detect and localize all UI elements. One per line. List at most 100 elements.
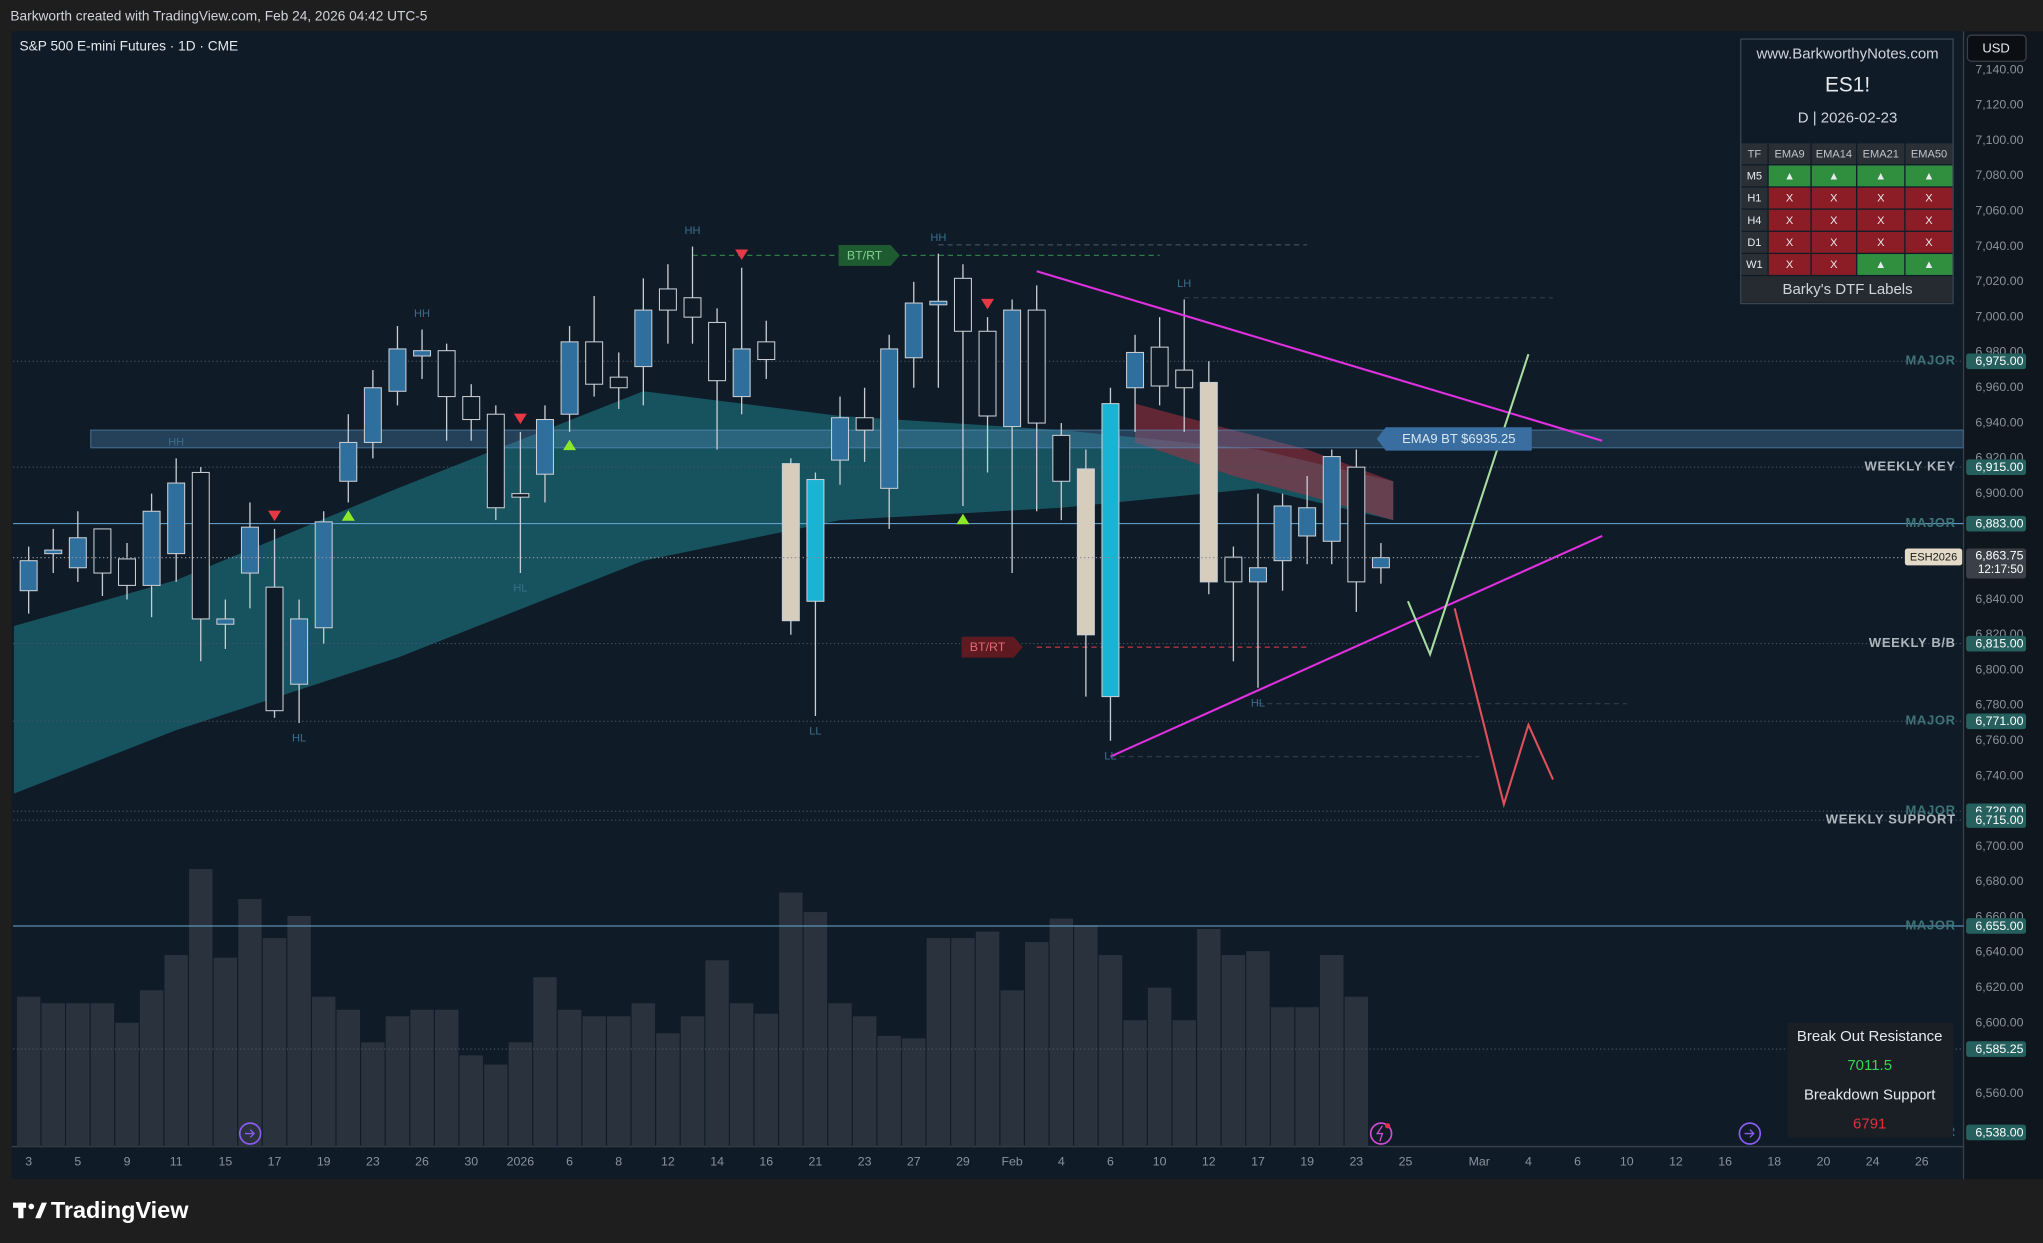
table-cell [1905,187,1953,209]
event-icon[interactable] [1738,1122,1762,1145]
level-label: MAJOR [1905,353,1955,368]
bt-rt-label: BT/RT [847,248,883,262]
level-price-box [1966,353,2027,370]
volume-bar [607,1016,631,1147]
buy-signal [563,439,577,451]
volume-bar [951,938,975,1147]
level-price: 6,883.00 [1975,517,2023,531]
candle-body [339,441,358,482]
level-price-box [1966,1124,2027,1141]
level-label: WEEKLY B/B [1869,635,1956,650]
event-icon-glyph [244,1129,255,1138]
candle-body [1003,309,1022,428]
brand-logo [13,1202,47,1219]
volume-bar [877,1035,901,1147]
x-tick-label: Mar [1469,1154,1490,1168]
currency-box[interactable] [1966,34,2027,62]
y-tick-label: 6,960.00 [1975,380,2023,394]
volume-bar [361,1042,385,1147]
table-cell [1811,187,1857,209]
volume-bar [1000,990,1024,1147]
trend-line [1406,353,1530,658]
event-icon[interactable] [1369,1122,1393,1145]
candle-body [585,341,604,385]
candle-body [560,341,579,415]
volume-bar [1270,1007,1295,1147]
candle-body [1322,456,1341,542]
candle-body [44,549,63,555]
y-tick-label: 6,740.00 [1975,768,2023,782]
level-label: MAJOR [1905,713,1955,728]
table-cell [1857,231,1905,253]
volume-bar [1197,928,1221,1147]
last-price: 6,863.75 [1975,549,2023,563]
table-cell [1741,165,1768,187]
candle-body [486,413,505,509]
event-icon-glyph [1375,1125,1384,1142]
level-price-box [1966,459,2027,475]
table-cell [1741,254,1768,275]
x-tick-label: 30 [464,1154,478,1168]
symbol-label: ESH2026 [1910,552,1957,564]
chart-title: S&P 500 E-mini Futures · 1D · CME [20,39,239,54]
buy-signal [341,510,355,521]
x-tick-label: 5 [74,1154,81,1168]
level-price: 6,975.00 [1975,354,2023,368]
x-tick-label: 11 [170,1154,183,1168]
table-cell-text: X [1877,237,1885,249]
x-tick-label: 14 [710,1154,724,1168]
last-price-box [1966,548,2027,579]
pivot-label: HL [513,583,527,595]
y-tick-label: 7,040.00 [1975,239,2023,253]
table-cell-text: ▲ [1875,259,1886,271]
table-cell-text: X [1830,259,1838,271]
candle-body [265,586,284,712]
x-tick-label: 10 [1620,1154,1634,1168]
volume-bar [852,1016,877,1147]
table-header-cell [1741,143,1768,165]
x-tick-label: 24 [1866,1154,1880,1168]
table-cell [1905,254,1953,275]
volume-bar [90,1003,115,1147]
x-tick-label: 8 [615,1154,622,1168]
candle-body [806,478,825,602]
candle-body [413,350,432,357]
level-price: 6,585.25 [1975,1042,2023,1056]
candle-body [363,387,382,443]
pivot-label: HH [930,232,946,244]
volume-bar [1295,1007,1319,1147]
table-cell-text: W1 [1746,259,1763,271]
candle-body [1224,556,1243,583]
pivot-label: LL [1104,750,1116,762]
table-cell [1741,187,1768,209]
pivot-label: HH [414,308,430,320]
candle-body [462,396,481,421]
x-tick-label: 6 [1574,1154,1581,1168]
table-header: EMA21 [1863,148,1899,160]
x-tick-label: 17 [268,1154,282,1168]
candle-body [68,537,87,569]
y-tick-label: 7,000.00 [1975,309,2023,323]
currency: USD [1982,40,2009,55]
volume-bar [385,1016,410,1147]
table-header: EMA50 [1911,148,1947,160]
event-icon[interactable] [238,1122,262,1145]
summary-value: 7011.5 [1847,1057,1892,1074]
candle-body [757,341,776,361]
table-cell [1857,209,1905,231]
level-price: 6,915.00 [1975,460,2023,474]
volume-bar [1344,996,1369,1147]
table-header: EMA9 [1775,148,1805,160]
level-summary-box [1787,1022,1954,1138]
volume-bar [66,1003,90,1147]
x-tick-label: 23 [366,1154,380,1168]
table-header-cell [1768,143,1811,165]
table-cell-text: X [1925,215,1933,227]
level-price-box [1966,918,2027,934]
table-cell-text: ▲ [1875,170,1886,182]
y-tick-label: 7,120.00 [1975,98,2023,112]
volume-bar [1024,942,1049,1147]
table-cell [1768,231,1811,253]
overlay: EMA9 BT $6935.25 7,140.00 7,120.00 7,100.00… [25,38,2027,1168]
